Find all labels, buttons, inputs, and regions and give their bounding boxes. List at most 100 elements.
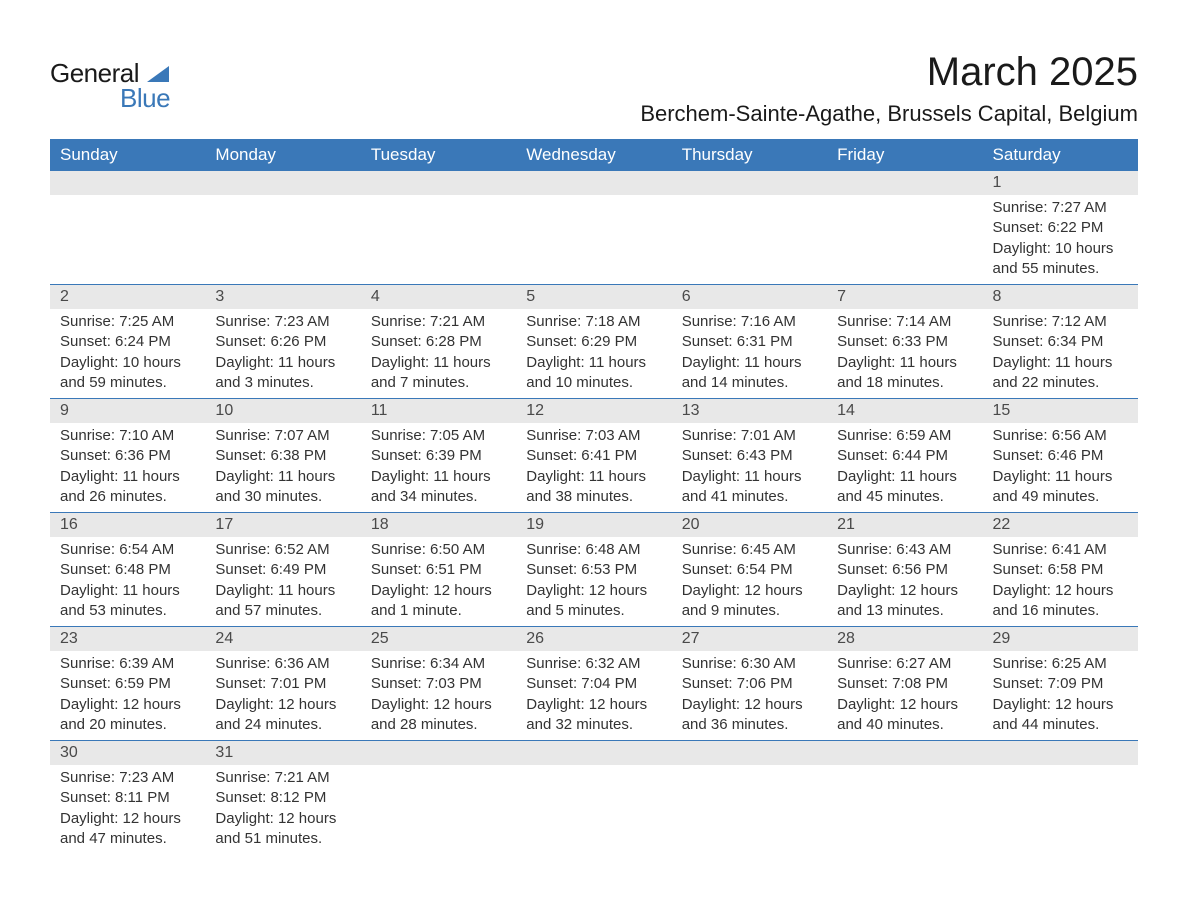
daylight-text-2: and 47 minutes.	[60, 829, 195, 849]
day-number-cell: 26	[516, 627, 671, 651]
day-header-wednesday: Wednesday	[516, 139, 671, 171]
calendar: Sunday Monday Tuesday Wednesday Thursday…	[50, 139, 1138, 854]
month-title: March 2025	[640, 50, 1138, 95]
day-content-cell: Sunrise: 6:36 AMSunset: 7:01 PMDaylight:…	[205, 651, 360, 740]
day-content-cell: Sunrise: 6:59 AMSunset: 6:44 PMDaylight:…	[827, 423, 982, 512]
day-content-cell: Sunrise: 7:23 AMSunset: 8:11 PMDaylight:…	[50, 765, 205, 854]
daylight-text-2: and 30 minutes.	[215, 487, 350, 507]
sunset-text: Sunset: 6:24 PM	[60, 332, 195, 352]
day-content-cell: Sunrise: 7:21 AMSunset: 6:28 PMDaylight:…	[361, 309, 516, 398]
daylight-text-2: and 36 minutes.	[682, 715, 817, 735]
daylight-text-1: Daylight: 11 hours	[526, 353, 661, 373]
day-content-cell: Sunrise: 7:10 AMSunset: 6:36 PMDaylight:…	[50, 423, 205, 512]
daylight-text-2: and 16 minutes.	[993, 601, 1128, 621]
sunset-text: Sunset: 7:06 PM	[682, 674, 817, 694]
day-header-tuesday: Tuesday	[361, 139, 516, 171]
daylight-text-1: Daylight: 12 hours	[371, 695, 506, 715]
day-content-cell: Sunrise: 7:01 AMSunset: 6:43 PMDaylight:…	[672, 423, 827, 512]
sunrise-text: Sunrise: 6:56 AM	[993, 426, 1128, 446]
logo-text-blue: Blue	[120, 83, 170, 114]
daylight-text-2: and 20 minutes.	[60, 715, 195, 735]
day-number-cell	[672, 741, 827, 765]
sunrise-text: Sunrise: 7:07 AM	[215, 426, 350, 446]
day-content-cell: Sunrise: 7:05 AMSunset: 6:39 PMDaylight:…	[361, 423, 516, 512]
daylight-text-2: and 26 minutes.	[60, 487, 195, 507]
sunset-text: Sunset: 6:56 PM	[837, 560, 972, 580]
sunrise-text: Sunrise: 6:34 AM	[371, 654, 506, 674]
day-number-cell: 7	[827, 285, 982, 309]
daylight-text-1: Daylight: 12 hours	[526, 581, 661, 601]
daylight-text-1: Daylight: 12 hours	[371, 581, 506, 601]
week-block: 23242526272829Sunrise: 6:39 AMSunset: 6:…	[50, 626, 1138, 740]
daylight-text-2: and 3 minutes.	[215, 373, 350, 393]
daylight-text-1: Daylight: 10 hours	[993, 239, 1128, 259]
sunset-text: Sunset: 6:28 PM	[371, 332, 506, 352]
day-content-cell	[205, 195, 360, 284]
sunset-text: Sunset: 6:34 PM	[993, 332, 1128, 352]
sunset-text: Sunset: 8:11 PM	[60, 788, 195, 808]
day-content-cell	[827, 195, 982, 284]
daylight-text-1: Daylight: 12 hours	[60, 695, 195, 715]
sunrise-text: Sunrise: 7:21 AM	[371, 312, 506, 332]
sunrise-text: Sunrise: 7:05 AM	[371, 426, 506, 446]
daylight-text-1: Daylight: 11 hours	[837, 353, 972, 373]
day-number-cell: 24	[205, 627, 360, 651]
daylight-text-1: Daylight: 11 hours	[837, 467, 972, 487]
week-block: 2345678 Sunrise: 7:25 AMSunset: 6:24 PM Da…	[50, 284, 1138, 398]
location-text: Berchem-Sainte-Agathe, Brussels Capital,…	[640, 101, 1138, 127]
daylight-text-1: Daylight: 12 hours	[215, 809, 350, 829]
day-number-cell	[205, 171, 360, 195]
daylight-text-1: Daylight: 12 hours	[60, 809, 195, 829]
daylight-text-1: Daylight: 12 hours	[526, 695, 661, 715]
day-content-row: Sunrise: 7:25 AMSunset: 6:24 PM Daylight:…	[50, 309, 1138, 398]
daylight-text-2: and 7 minutes.	[371, 373, 506, 393]
sunrise-text: Sunrise: 6:59 AM	[837, 426, 972, 446]
day-number-cell: 8	[983, 285, 1138, 309]
day-content-cell: Sunrise: 7:25 AMSunset: 6:24 PMDaylight:…	[50, 309, 205, 398]
day-content-cell: Sunrise: 6:34 AMSunset: 7:03 PMDaylight:…	[361, 651, 516, 740]
daylight-text-2: and 14 minutes.	[682, 373, 817, 393]
sunrise-text: Sunrise: 7:16 AM	[682, 312, 817, 332]
day-number-cell: 21	[827, 513, 982, 537]
day-number-cell: 29	[983, 627, 1138, 651]
day-number-cell: 31	[205, 741, 360, 765]
day-number-cell	[672, 171, 827, 195]
daylight-text-2: and 53 minutes.	[60, 601, 195, 621]
day-content-cell	[827, 765, 982, 854]
sunrise-text: Sunrise: 7:25 AM	[60, 312, 195, 332]
day-number-cell	[361, 741, 516, 765]
daylight-text-1: Daylight: 11 hours	[215, 581, 350, 601]
daylight-text-2: and 22 minutes.	[993, 373, 1128, 393]
day-header-friday: Friday	[827, 139, 982, 171]
daylight-text-1: Daylight: 12 hours	[682, 695, 817, 715]
daylight-text-2: and 18 minutes.	[837, 373, 972, 393]
sunset-text: Sunset: 6:33 PM	[837, 332, 972, 352]
daylight-text-1: Daylight: 11 hours	[682, 353, 817, 373]
sunrise-text: Sunrise: 6:27 AM	[837, 654, 972, 674]
day-number-cell	[516, 171, 671, 195]
sunrise-text: Sunrise: 7:23 AM	[60, 768, 195, 788]
sunrise-text: Sunrise: 6:50 AM	[371, 540, 506, 560]
day-content-row: Sunrise: 6:39 AMSunset: 6:59 PMDaylight:…	[50, 651, 1138, 740]
day-number-cell: 4	[361, 285, 516, 309]
sunset-text: Sunset: 6:22 PM	[993, 218, 1128, 238]
sunrise-text: Sunrise: 7:10 AM	[60, 426, 195, 446]
day-number-cell: 13	[672, 399, 827, 423]
sunset-text: Sunset: 7:03 PM	[371, 674, 506, 694]
day-content-cell: Sunrise: 7:12 AMSunset: 6:34 PMDaylight:…	[983, 309, 1138, 398]
daylight-text-2: and 28 minutes.	[371, 715, 506, 735]
week-block: 16171819202122Sunrise: 6:54 AMSunset: 6:…	[50, 512, 1138, 626]
day-content-cell: Sunrise: 7:16 AMSunset: 6:31 PMDaylight:…	[672, 309, 827, 398]
daylight-text-2: and 5 minutes.	[526, 601, 661, 621]
daylight-text-1: Daylight: 11 hours	[371, 353, 506, 373]
day-content-cell: Sunrise: 6:39 AMSunset: 6:59 PMDaylight:…	[50, 651, 205, 740]
day-number-row: 2345678	[50, 285, 1138, 309]
day-content-cell: Sunrise: 6:27 AMSunset: 7:08 PMDaylight:…	[827, 651, 982, 740]
daylight-text-1: Daylight: 11 hours	[215, 467, 350, 487]
sunset-text: Sunset: 6:29 PM	[526, 332, 661, 352]
daylight-text-2: and 10 minutes.	[526, 373, 661, 393]
header: General Blue March 2025 Berchem-Sainte-A…	[50, 50, 1138, 127]
week-block: 9101112131415Sunrise: 7:10 AMSunset: 6:3…	[50, 398, 1138, 512]
daylight-text-1: Daylight: 11 hours	[371, 467, 506, 487]
sunset-text: Sunset: 6:43 PM	[682, 446, 817, 466]
